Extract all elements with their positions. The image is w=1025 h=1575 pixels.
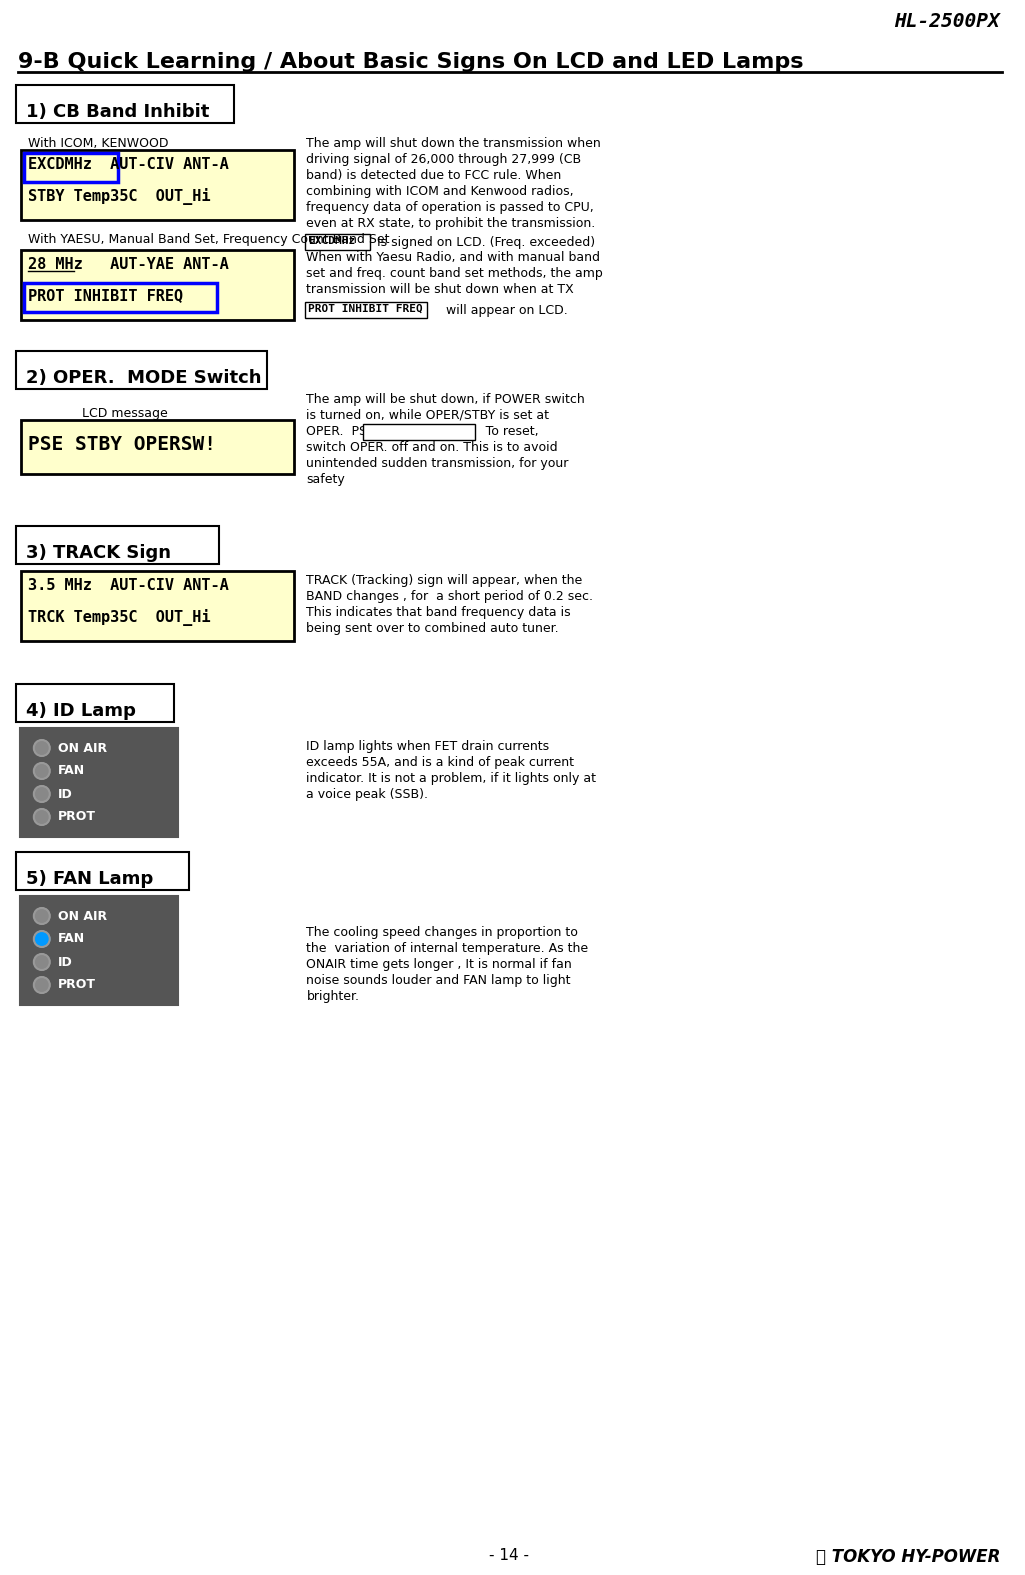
Text: When with Yaesu Radio, and with manual band: When with Yaesu Radio, and with manual b… [306, 250, 601, 265]
Text: 4) ID Lamp: 4) ID Lamp [26, 702, 135, 720]
Text: LCD message: LCD message [82, 406, 167, 421]
Text: transmission will be shut down when at TX: transmission will be shut down when at T… [306, 284, 574, 296]
Text: PROT: PROT [57, 811, 95, 824]
Text: This indicates that band frequency data is: This indicates that band frequency data … [306, 606, 571, 619]
Text: switch OPER. off and on. This is to avoid: switch OPER. off and on. This is to avoi… [306, 441, 558, 454]
Text: is turned on, while OPER/STBY is set at: is turned on, while OPER/STBY is set at [306, 410, 549, 422]
FancyBboxPatch shape [20, 250, 293, 320]
Text: exceeds 55A, and is a kind of peak current: exceeds 55A, and is a kind of peak curre… [306, 756, 574, 769]
Text: set and freq. count band set methods, the amp: set and freq. count band set methods, th… [306, 268, 604, 280]
Text: TRACK (Tracking) sign will appear, when the: TRACK (Tracking) sign will appear, when … [306, 573, 583, 587]
FancyBboxPatch shape [16, 351, 266, 389]
Text: combining with ICOM and Kenwood radios,: combining with ICOM and Kenwood radios, [306, 184, 574, 198]
Text: BAND changes , for  a short period of 0.2 sec.: BAND changes , for a short period of 0.2… [306, 591, 593, 603]
Text: TRCK Temp35C  OUT_Hi: TRCK Temp35C OUT_Hi [28, 610, 210, 625]
Circle shape [34, 909, 50, 925]
FancyBboxPatch shape [363, 424, 475, 439]
FancyBboxPatch shape [19, 896, 178, 1005]
Text: 28 MHz   AUT-YAE ANT-A: 28 MHz AUT-YAE ANT-A [28, 257, 229, 272]
FancyBboxPatch shape [24, 284, 217, 312]
Text: PROT INHIBIT FREQ: PROT INHIBIT FREQ [28, 288, 183, 302]
Text: 3.5 MHz  AUT-CIV ANT-A: 3.5 MHz AUT-CIV ANT-A [28, 578, 229, 594]
Text: 2) OPER.  MODE Switch: 2) OPER. MODE Switch [26, 369, 261, 387]
FancyBboxPatch shape [20, 572, 293, 641]
Text: FAN: FAN [57, 764, 85, 778]
Text: safety: safety [306, 472, 345, 487]
Text: EXCDMHz  AUT-CIV ANT-A: EXCDMHz AUT-CIV ANT-A [28, 158, 229, 172]
Text: ID lamp lights when FET drain currents: ID lamp lights when FET drain currents [306, 740, 549, 753]
Text: The cooling speed changes in proportion to: The cooling speed changes in proportion … [306, 926, 578, 939]
Text: ID: ID [57, 788, 73, 800]
Text: FAN: FAN [57, 932, 85, 945]
Text: 5) FAN Lamp: 5) FAN Lamp [26, 869, 153, 888]
FancyBboxPatch shape [24, 153, 119, 183]
FancyBboxPatch shape [305, 235, 370, 250]
Text: ⓓ TOKYO HY-POWER: ⓓ TOKYO HY-POWER [816, 1548, 1000, 1566]
Text: unintended sudden transmission, for your: unintended sudden transmission, for your [306, 457, 569, 469]
Circle shape [34, 810, 50, 825]
Circle shape [34, 931, 50, 947]
FancyBboxPatch shape [20, 150, 293, 220]
Text: 9-B Quick Learning / About Basic Signs On LCD and LED Lamps: 9-B Quick Learning / About Basic Signs O… [17, 52, 804, 72]
Text: The amp will be shut down, if POWER switch: The amp will be shut down, if POWER swit… [306, 394, 585, 406]
Text: 1) CB Band Inhibit: 1) CB Band Inhibit [26, 102, 209, 121]
Text: 3) TRACK Sign: 3) TRACK Sign [26, 543, 171, 562]
FancyBboxPatch shape [305, 302, 426, 318]
Text: the  variation of internal temperature. As the: the variation of internal temperature. A… [306, 942, 588, 954]
FancyBboxPatch shape [16, 85, 234, 123]
Circle shape [34, 740, 50, 756]
Text: EXCDMHz: EXCDMHz [309, 236, 356, 246]
Text: Is signed on LCD. (Freq. exceeded): Is signed on LCD. (Freq. exceeded) [373, 236, 596, 249]
Text: PROT INHIBIT FREQ: PROT INHIBIT FREQ [309, 304, 423, 313]
Text: band) is detected due to FCC rule. When: band) is detected due to FCC rule. When [306, 169, 562, 183]
Text: brighter.: brighter. [306, 991, 360, 1003]
Text: PSE STBY OPERSW!: PSE STBY OPERSW! [28, 435, 216, 454]
Text: With YAESU, Manual Band Set, Frequency Count Band Set: With YAESU, Manual Band Set, Frequency C… [28, 233, 390, 246]
Text: PROT: PROT [57, 978, 95, 992]
Text: noise sounds louder and FAN lamp to light: noise sounds louder and FAN lamp to ligh… [306, 973, 571, 988]
Circle shape [34, 954, 50, 970]
Text: frequency data of operation is passed to CPU,: frequency data of operation is passed to… [306, 202, 594, 214]
Circle shape [34, 762, 50, 780]
Text: being sent over to combined auto tuner.: being sent over to combined auto tuner. [306, 622, 559, 635]
Text: ON AIR: ON AIR [57, 909, 107, 923]
Text: STBY Temp35C  OUT_Hi: STBY Temp35C OUT_Hi [28, 187, 210, 205]
FancyBboxPatch shape [16, 526, 219, 564]
FancyBboxPatch shape [16, 852, 189, 890]
Text: even at RX state, to prohibit the transmission.: even at RX state, to prohibit the transm… [306, 217, 596, 230]
Text: With ICOM, KENWOOD: With ICOM, KENWOOD [28, 137, 168, 150]
Text: ONAIR time gets longer , It is normal if fan: ONAIR time gets longer , It is normal if… [306, 958, 572, 972]
Text: ID: ID [57, 956, 73, 969]
Text: - 14 -: - 14 - [490, 1548, 530, 1562]
FancyBboxPatch shape [19, 728, 178, 836]
Circle shape [34, 976, 50, 992]
Text: OPER.  PSE STBY OPERSW!   To reset,: OPER. PSE STBY OPERSW! To reset, [306, 425, 539, 438]
Text: driving signal of 26,000 through 27,999 (CB: driving signal of 26,000 through 27,999 … [306, 153, 581, 165]
Text: The amp will shut down the transmission when: The amp will shut down the transmission … [306, 137, 602, 150]
FancyBboxPatch shape [16, 684, 174, 721]
Text: will appear on LCD.: will appear on LCD. [429, 304, 568, 317]
Text: ON AIR: ON AIR [57, 742, 107, 754]
Circle shape [34, 786, 50, 802]
Text: a voice peak (SSB).: a voice peak (SSB). [306, 788, 428, 802]
FancyBboxPatch shape [20, 421, 293, 474]
Text: indicator. It is not a problem, if it lights only at: indicator. It is not a problem, if it li… [306, 772, 597, 784]
Text: HL-2500PX: HL-2500PX [894, 13, 1000, 32]
